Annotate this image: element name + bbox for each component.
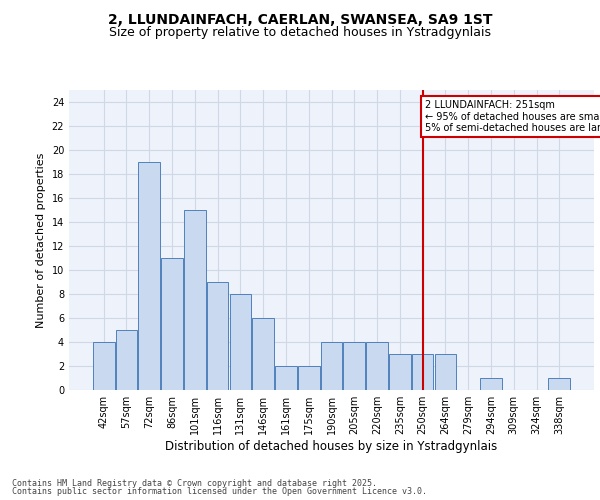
Bar	[116, 330, 137, 390]
Bar	[343, 342, 365, 390]
Bar	[184, 210, 206, 390]
Text: 2, LLUNDAINFACH, CAERLAN, SWANSEA, SA9 1ST: 2, LLUNDAINFACH, CAERLAN, SWANSEA, SA9 1…	[108, 12, 492, 26]
Bar	[548, 378, 570, 390]
Y-axis label: Number of detached properties: Number of detached properties	[36, 152, 46, 328]
Text: Contains public sector information licensed under the Open Government Licence v3: Contains public sector information licen…	[12, 487, 427, 496]
Bar	[434, 354, 456, 390]
Bar	[412, 354, 433, 390]
Text: Contains HM Land Registry data © Crown copyright and database right 2025.: Contains HM Land Registry data © Crown c…	[12, 478, 377, 488]
Bar	[275, 366, 297, 390]
Bar	[253, 318, 274, 390]
Text: Size of property relative to detached houses in Ystradgynlais: Size of property relative to detached ho…	[109, 26, 491, 39]
Bar	[389, 354, 410, 390]
Bar	[230, 294, 251, 390]
Text: 2 LLUNDAINFACH: 251sqm
← 95% of detached houses are smaller (97)
5% of semi-deta: 2 LLUNDAINFACH: 251sqm ← 95% of detached…	[425, 100, 600, 133]
Bar	[139, 162, 160, 390]
Bar	[93, 342, 115, 390]
Bar	[366, 342, 388, 390]
Bar	[298, 366, 320, 390]
Bar	[207, 282, 229, 390]
Bar	[480, 378, 502, 390]
X-axis label: Distribution of detached houses by size in Ystradgynlais: Distribution of detached houses by size …	[166, 440, 497, 453]
Bar	[161, 258, 183, 390]
Bar	[320, 342, 343, 390]
